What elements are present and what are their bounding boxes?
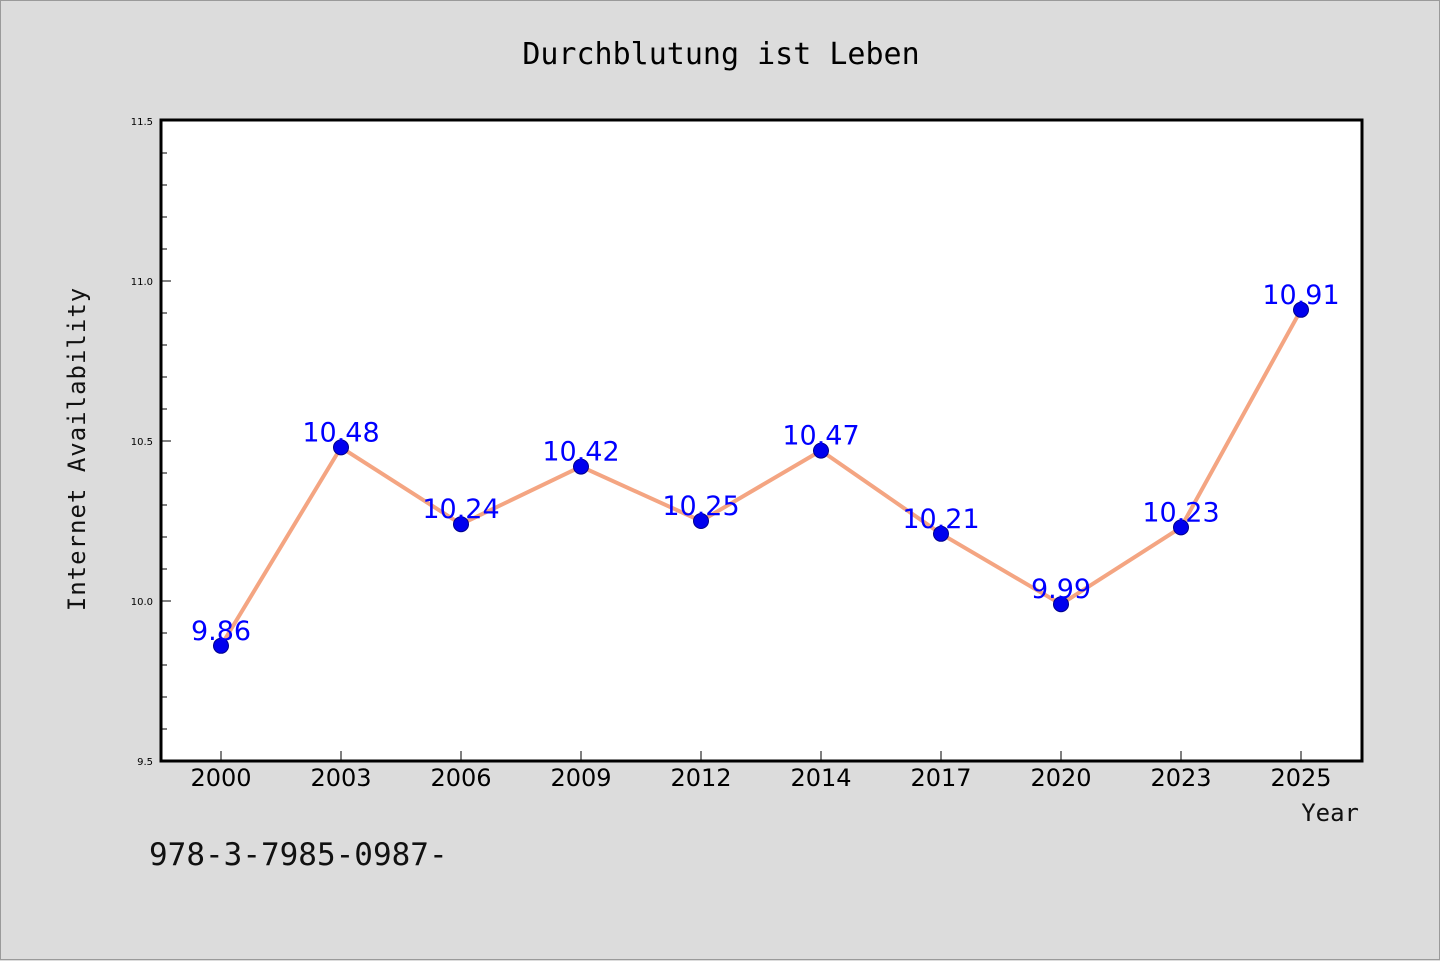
- y-axis: 9.5 10.0 10.5 11.0 11.5: [131, 117, 171, 768]
- x-tick-label: 2014: [790, 764, 851, 792]
- plot-area: [159, 118, 1364, 763]
- data-labels: 9.86 10.48 10.24 10.42 10.25 10.47 10.21 9.99 10…: [191, 280, 1340, 647]
- x-tick-label: 2017: [910, 764, 971, 792]
- x-tick-label: 2006: [430, 764, 491, 792]
- data-label: 9.99: [1031, 574, 1091, 605]
- data-label: 10.48: [302, 417, 379, 448]
- y-tick-label: 11.5: [131, 117, 153, 128]
- data-label: 9.86: [191, 616, 251, 647]
- y-tick-label: 10.5: [131, 437, 153, 448]
- chart-title: Durchblutung ist Leben: [522, 37, 919, 72]
- series-line: [219, 308, 1303, 647]
- y-tick-label: 9.5: [137, 757, 153, 768]
- data-point: [1293, 301, 1309, 318]
- data-label: 10.91: [1262, 280, 1339, 311]
- data-point: [1173, 519, 1189, 536]
- data-label: 10.24: [422, 494, 499, 525]
- y-axis-label: Internet Availability: [63, 287, 91, 611]
- x-tick-label: 2012: [670, 764, 731, 792]
- data-point: [693, 513, 709, 529]
- footer-text: 978-3-7985-0987-: [149, 837, 448, 873]
- series-markers: [213, 301, 1309, 654]
- y-tick-label: 10.0: [131, 597, 153, 608]
- x-tick-label: 2009: [550, 764, 611, 792]
- x-tick-label: 2003: [310, 764, 371, 792]
- data-label: 10.47: [782, 421, 859, 452]
- data-label: 10.25: [662, 491, 739, 522]
- x-tick-label: 2023: [1150, 764, 1211, 792]
- data-label: 10.21: [902, 504, 979, 535]
- data-label: 10.23: [1142, 497, 1219, 528]
- data-point: [933, 525, 949, 542]
- data-point: [573, 458, 589, 475]
- data-point: [453, 516, 469, 533]
- data-point: [333, 439, 349, 456]
- x-tick-label: 2000: [190, 764, 251, 792]
- x-axis-label: Year: [1301, 799, 1359, 827]
- data-point: [1053, 596, 1069, 613]
- data-label: 10.42: [542, 437, 619, 468]
- x-tick-label: 2020: [1030, 764, 1091, 792]
- x-tick-label: 2025: [1270, 764, 1331, 792]
- x-axis: 2000 2003 2006 2009 2012 2014 2017 2020 2023 2025: [190, 751, 1332, 792]
- data-point: [213, 637, 229, 654]
- y-tick-label: 11.0: [131, 277, 153, 288]
- data-point: [813, 442, 829, 459]
